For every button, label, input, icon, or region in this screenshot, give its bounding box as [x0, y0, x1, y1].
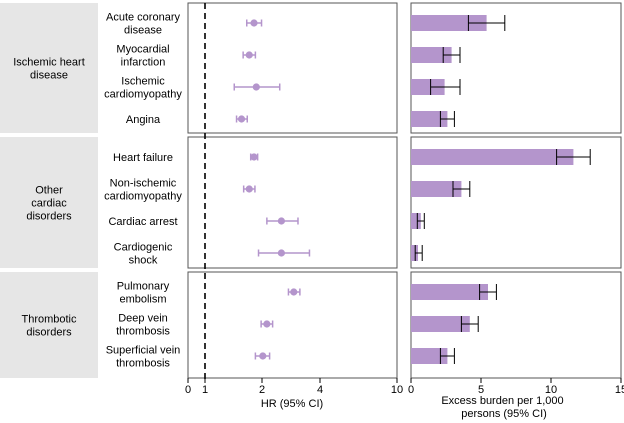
hr-point — [277, 217, 286, 225]
row-label-line: Ischemic — [121, 76, 165, 88]
row-labels: Acute coronary disease Myocardial infarctio… — [104, 12, 182, 370]
row-label-line: Cardiogenic — [114, 242, 173, 254]
group-label: Thrombotic disorders — [21, 314, 77, 339]
row-label-line: Deep vein — [118, 313, 168, 325]
row-label: Cardiac arrest — [108, 216, 177, 228]
hr-point — [250, 153, 258, 161]
row-label-line: Heart failure — [113, 152, 173, 164]
hr-point — [259, 352, 267, 360]
burden-tick-label: 10 — [545, 384, 557, 396]
burden-bar — [411, 111, 448, 127]
hr-point — [290, 288, 298, 296]
burden-bar — [411, 316, 470, 332]
burden-bar — [411, 348, 448, 364]
group-band — [0, 3, 98, 133]
hr-tick-label: 0 — [185, 384, 191, 396]
row-label-line: Superficial vein — [106, 345, 181, 357]
group-label: Ischemic heart disease — [13, 57, 85, 82]
hr-point — [252, 83, 260, 91]
hr-point — [245, 185, 253, 193]
burden-tick-label: 0 — [408, 384, 414, 396]
group-label-line: cardiac — [31, 198, 67, 210]
row-label-line: Myocardial — [116, 44, 169, 56]
row-label-line: cardiomyopathy — [104, 191, 182, 203]
hazard-ratio-panel: 0 1 2 4 10 — [185, 2, 403, 396]
row-label-line: Angina — [126, 114, 161, 126]
row-label-line: Cardiac arrest — [108, 216, 177, 228]
group-label: Other cardiac disorders — [26, 185, 72, 223]
row-label: Non-ischemic cardiomyopathy — [104, 178, 182, 203]
burden-group-box — [410, 2, 622, 134]
row-label-line: infarction — [121, 57, 166, 69]
row-label: Ischemic cardiomyopathy — [104, 76, 182, 101]
burden-group-box — [410, 136, 622, 269]
row-label-line: Acute coronary — [106, 12, 180, 24]
row-label-line: Non-ischemic — [110, 178, 177, 190]
row-label-line: Pulmonary — [117, 281, 170, 293]
group-label-line: disease — [30, 70, 68, 82]
group-band — [0, 137, 98, 268]
burden-bar — [411, 213, 421, 229]
row-label: Cardiogenic shock — [114, 242, 173, 267]
row-label-line: thrombosis — [116, 358, 170, 370]
hr-point — [245, 51, 253, 59]
row-label-line: thrombosis — [116, 326, 170, 338]
hr-group-box — [187, 136, 398, 269]
burden-bar — [411, 284, 488, 300]
row-label: Superficial vein thrombosis — [106, 345, 181, 370]
group-label-line: disorders — [26, 211, 72, 223]
row-label-line: shock — [129, 255, 158, 267]
row-label-line: embolism — [119, 294, 166, 306]
hr-group-box — [187, 271, 398, 379]
hr-point — [277, 249, 286, 257]
row-label: Angina — [126, 114, 161, 126]
row-label: Heart failure — [113, 152, 173, 164]
row-label: Acute coronary disease — [106, 12, 180, 37]
hr-point — [237, 115, 246, 123]
hr-tick-label: 10 — [391, 384, 403, 396]
excess-burden-panel: 0 5 10 15 — [408, 2, 624, 396]
hr-axis-label: HR (95% CI) — [261, 398, 323, 410]
group-label-line: disorders — [26, 327, 72, 339]
burden-bar — [411, 15, 487, 31]
row-label: Myocardial infarction — [116, 44, 169, 69]
group-label-line: Other — [35, 185, 63, 197]
hr-tick-label: 2 — [259, 384, 265, 396]
hr-point — [263, 320, 271, 328]
burden-tick-label: 15 — [615, 384, 624, 396]
row-label-line: disease — [124, 25, 162, 37]
row-label: Pulmonary embolism — [117, 281, 170, 306]
hr-point — [250, 19, 258, 27]
burden-bar — [411, 245, 418, 261]
row-label-line: cardiomyopathy — [104, 89, 182, 101]
burden-tick-label: 5 — [478, 384, 484, 396]
hr-tick-label: 1 — [202, 384, 208, 396]
group-band — [0, 272, 98, 378]
burden-axis-label-line-1: Excess burden per 1,000 — [441, 395, 563, 407]
burden-axis-label: Excess burden per 1,000 persons (95% CI) — [441, 395, 566, 420]
burden-bar — [411, 79, 445, 95]
burden-bar — [411, 181, 462, 197]
group-label-line: Thrombotic — [21, 314, 77, 326]
hr-tick-label: 4 — [317, 384, 323, 396]
row-label: Deep vein thrombosis — [116, 313, 170, 338]
group-label-line: Ischemic heart — [13, 57, 85, 69]
burden-axis-label-line-2: persons (95% CI) — [461, 408, 547, 420]
burden-bar — [411, 149, 574, 165]
burden-bar — [411, 47, 452, 63]
hr-group-box — [187, 2, 398, 134]
